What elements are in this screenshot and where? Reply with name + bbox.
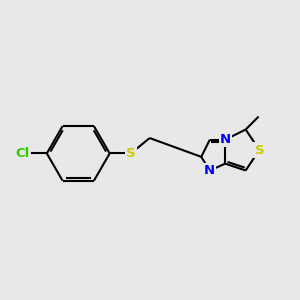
Text: N: N (220, 133, 231, 146)
Text: N: N (204, 164, 215, 177)
Text: S: S (254, 143, 264, 157)
Text: S: S (126, 147, 136, 160)
Text: Cl: Cl (16, 147, 30, 160)
